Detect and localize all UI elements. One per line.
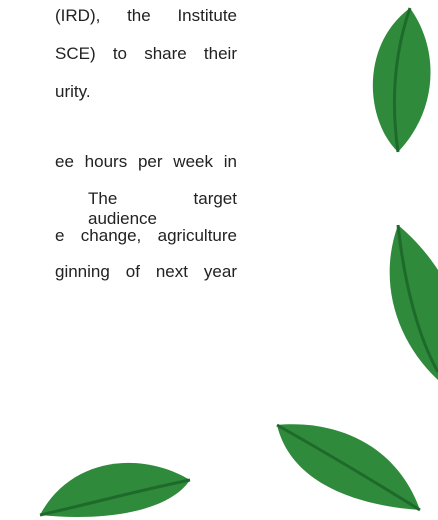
text-line: SCE) to share their: [55, 44, 237, 64]
text-line: urity.: [55, 82, 91, 102]
leaf: [390, 225, 438, 380]
leaf: [373, 8, 431, 152]
text-line: ginning of next year: [55, 262, 237, 282]
text-line: e change, agriculture: [55, 226, 237, 246]
text-line: ee hours per week in: [55, 152, 237, 172]
page: (IRD), the Institute SCE) to share their…: [0, 0, 438, 520]
text-line: The target audience: [88, 189, 237, 229]
leaf-decorations: [0, 0, 438, 520]
text-line: (IRD), the Institute: [55, 6, 237, 26]
leaf: [277, 424, 420, 510]
leaf: [40, 463, 190, 517]
